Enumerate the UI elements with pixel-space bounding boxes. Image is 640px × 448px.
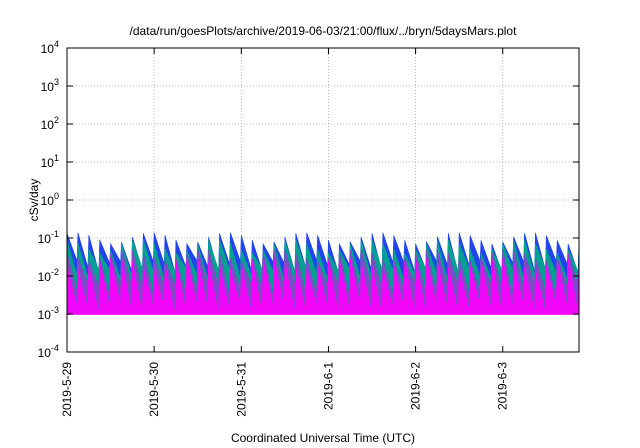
y-tick-label: 10-3 [38, 305, 59, 322]
y-axis-label: cSv/day [27, 179, 41, 222]
x-tick-label: 2019-5-31 [234, 362, 248, 417]
x-tick-label: 2019-5-29 [60, 362, 74, 417]
y-tick-label: 100 [41, 191, 59, 208]
y-tick-label: 10-1 [38, 229, 59, 246]
y-tick-label: 104 [41, 39, 59, 56]
axis-ticks: 10-4 10-3 10-2 10-1 100 101 102 103 104 2019-5-29… [38, 39, 579, 417]
x-axis-label: Coordinated Universal Time (UTC) [231, 431, 415, 445]
chart-title: /data/run/goesPlots/archive/2019-06-03/2… [130, 24, 518, 38]
series-floor-mask [67, 314, 579, 352]
series-layer [67, 232, 579, 352]
x-tick-label: 2019-5-30 [147, 362, 161, 417]
y-tick-label: 10-4 [38, 343, 59, 360]
x-tick-label: 2019-6-1 [321, 362, 335, 410]
x-tick-label: 2019-6-3 [496, 362, 510, 410]
y-tick-label: 101 [41, 153, 59, 170]
y-tick-label: 102 [41, 115, 59, 132]
y-tick-label: 10-2 [38, 267, 59, 284]
y-tick-label: 103 [41, 77, 59, 94]
x-tick-label: 2019-6-2 [409, 362, 423, 410]
